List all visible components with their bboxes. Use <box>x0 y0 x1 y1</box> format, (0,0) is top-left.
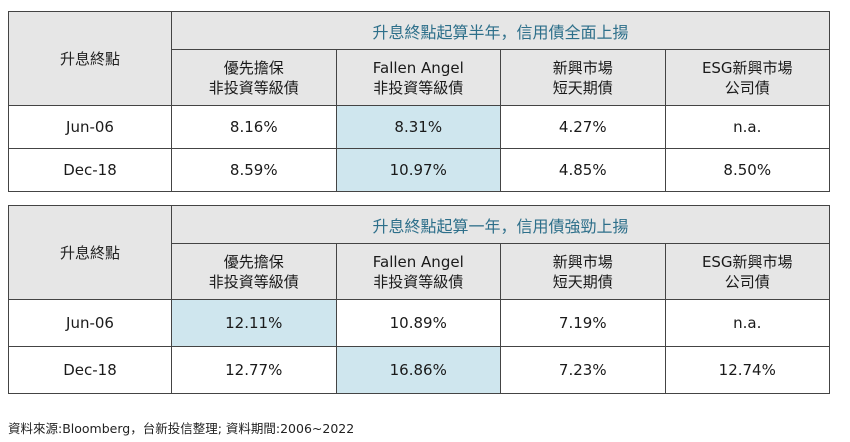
table-cell: 8.59% <box>171 148 337 192</box>
table-row: Jun-06 12.11% 10.89% 7.19% n.a. <box>8 299 831 347</box>
row-label: Dec-18 <box>8 148 172 192</box>
table-cell-highlighted: 10.97% <box>335 148 501 192</box>
table-cell: 7.19% <box>500 299 666 347</box>
table-row: Dec-18 12.77% 16.86% 7.23% 12.74% <box>8 346 831 394</box>
table-cell-highlighted: 16.86% <box>335 346 501 394</box>
table-cell: 4.27% <box>500 105 666 149</box>
table-cell: 8.16% <box>171 105 337 149</box>
column-header: 優先擔保 非投資等級債 <box>171 243 337 300</box>
column-header: 優先擔保 非投資等級債 <box>171 49 337 106</box>
table-row: Dec-18 8.59% 10.97% 4.85% 8.50% <box>8 148 831 192</box>
row-header: 升息終點 <box>8 11 172 106</box>
table-title: 升息終點起算半年，信用債全面上揚 <box>170 11 831 50</box>
table-cell: n.a. <box>664 105 831 149</box>
table-cell: 12.77% <box>171 346 337 394</box>
row-header: 升息終點 <box>8 205 172 300</box>
column-header: Fallen Angel 非投資等級債 <box>335 49 501 106</box>
column-header: ESG新興市場 公司債 <box>664 49 831 106</box>
row-label: Jun-06 <box>8 299 172 347</box>
table-cell: 4.85% <box>500 148 666 192</box>
column-header: 新興市場 短天期債 <box>500 49 666 106</box>
table-row: Jun-06 8.16% 8.31% 4.27% n.a. <box>8 105 831 149</box>
column-header: 新興市場 短天期債 <box>500 243 666 300</box>
table-cell: n.a. <box>664 299 831 347</box>
column-header: Fallen Angel 非投資等級債 <box>335 243 501 300</box>
table-cell: 10.89% <box>335 299 501 347</box>
table-title: 升息終點起算一年，信用債強勁上揚 <box>170 205 831 244</box>
return-table-half-year: 升息終點 升息終點起算半年，信用債全面上揚 優先擔保 非投資等級債 Fallen … <box>8 11 831 192</box>
row-label: Dec-18 <box>8 346 172 394</box>
return-table-one-year: 升息終點 升息終點起算一年，信用債強勁上揚 優先擔保 非投資等級債 Fallen … <box>8 205 831 394</box>
table-cell: 7.23% <box>500 346 666 394</box>
table-cell-highlighted: 12.11% <box>171 299 337 347</box>
column-header: ESG新興市場 公司債 <box>664 243 831 300</box>
table-cell: 8.50% <box>664 148 831 192</box>
source-note: 資料來源:Bloomberg，台新投信整理; 資料期間:2006~2022 <box>8 421 355 436</box>
table-cell: 12.74% <box>664 346 831 394</box>
row-label: Jun-06 <box>8 105 172 149</box>
table-cell-highlighted: 8.31% <box>335 105 501 149</box>
